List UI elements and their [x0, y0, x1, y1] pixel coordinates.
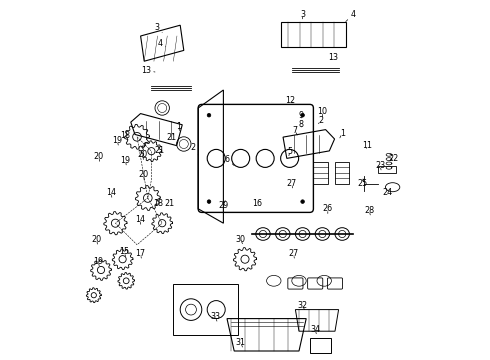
Text: 25: 25 — [357, 179, 367, 188]
Text: 9: 9 — [298, 111, 303, 120]
Circle shape — [259, 230, 267, 238]
Text: 20: 20 — [92, 235, 102, 244]
Text: 15: 15 — [120, 248, 129, 256]
Text: 14: 14 — [106, 188, 116, 197]
Text: 4: 4 — [158, 39, 166, 48]
Text: 16: 16 — [253, 199, 263, 208]
Text: 3: 3 — [154, 23, 162, 32]
Text: 31: 31 — [236, 338, 245, 347]
Text: 19: 19 — [121, 156, 130, 165]
Circle shape — [301, 200, 304, 203]
Text: 22: 22 — [388, 154, 398, 163]
Text: 14: 14 — [135, 215, 145, 224]
Text: 11: 11 — [363, 141, 372, 150]
Text: 28: 28 — [364, 206, 374, 215]
Circle shape — [207, 200, 211, 203]
Text: 1: 1 — [340, 129, 344, 138]
Bar — [314, 162, 328, 184]
Text: 33: 33 — [211, 312, 220, 321]
Text: 26: 26 — [323, 204, 333, 213]
Text: 13: 13 — [328, 53, 338, 62]
Text: 10: 10 — [318, 107, 327, 117]
Text: 21: 21 — [164, 199, 174, 208]
Text: 23: 23 — [375, 161, 385, 170]
Circle shape — [319, 230, 326, 238]
Circle shape — [299, 230, 306, 238]
Text: 32: 32 — [297, 301, 308, 310]
Text: 4: 4 — [346, 10, 356, 22]
Text: 30: 30 — [236, 235, 245, 244]
Text: 12: 12 — [285, 96, 295, 105]
Text: 19: 19 — [93, 256, 103, 266]
Text: 7: 7 — [293, 126, 298, 135]
Text: 13: 13 — [141, 66, 155, 75]
Text: 20: 20 — [94, 152, 104, 161]
Text: 6: 6 — [224, 155, 234, 166]
Bar — [335, 162, 349, 184]
Text: 1: 1 — [176, 122, 181, 131]
Text: 2: 2 — [318, 116, 323, 125]
Text: 34: 34 — [310, 325, 320, 334]
Text: 27: 27 — [287, 179, 297, 188]
Circle shape — [207, 113, 211, 117]
Text: 21: 21 — [154, 146, 164, 155]
Text: 24: 24 — [382, 188, 392, 197]
Circle shape — [279, 230, 286, 238]
Text: 20: 20 — [138, 170, 148, 180]
Text: 19: 19 — [112, 136, 122, 145]
Text: 2: 2 — [190, 143, 198, 155]
Text: 29: 29 — [218, 201, 228, 210]
Text: 18: 18 — [121, 131, 130, 140]
Text: 3: 3 — [300, 10, 305, 19]
Text: 18: 18 — [153, 199, 163, 208]
Text: 27: 27 — [289, 249, 299, 258]
Text: 8: 8 — [298, 120, 303, 129]
Text: 20: 20 — [137, 150, 147, 159]
Text: 21: 21 — [167, 133, 177, 142]
Text: 5: 5 — [288, 147, 293, 156]
Circle shape — [339, 230, 346, 238]
Circle shape — [301, 113, 304, 117]
Text: 17: 17 — [136, 249, 146, 258]
